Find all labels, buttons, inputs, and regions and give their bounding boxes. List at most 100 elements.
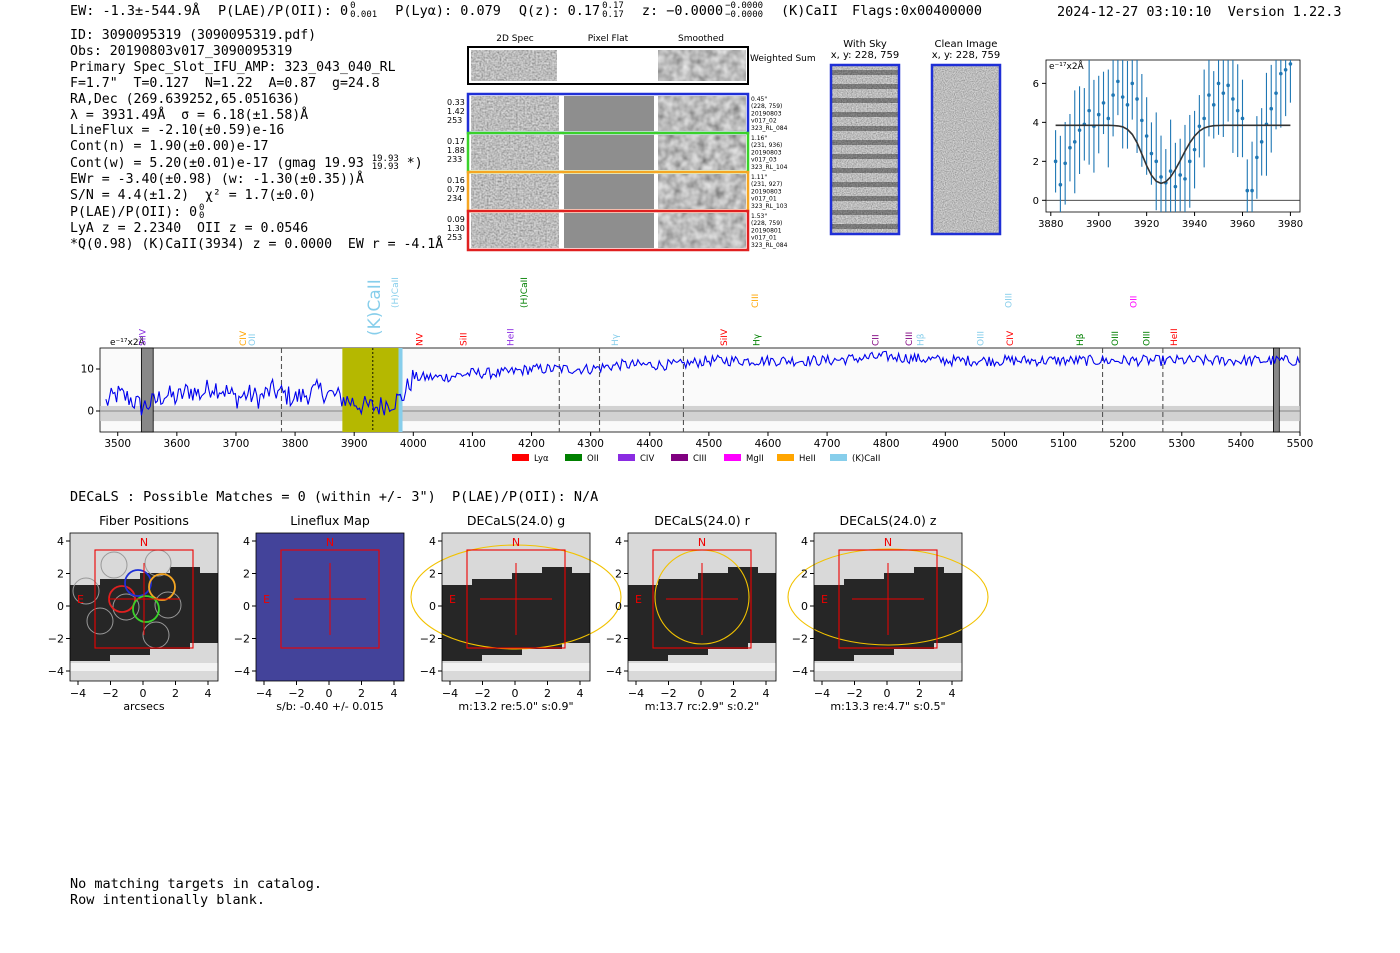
zoom-point [1216,81,1221,86]
decals-xtick-label: 4 [205,687,212,700]
spectrum-xtick-label: 3800 [282,438,309,450]
zoom-xtick-label: 3940 [1182,219,1207,230]
decals-ytick-label: 0 [429,600,436,613]
spectrum-line-label: CIV [239,330,249,346]
decals-panel-caption: m:13.7 rc:2.9" s:0.2" [645,700,760,713]
decals-ytick-label: 4 [615,535,622,548]
zoom-point [1187,159,1192,164]
decals-ytick-label: −2 [420,633,436,646]
decals-xtick-label: −2 [102,687,118,700]
row-smoothed [658,96,746,131]
header-timestamp: 2024-12-27 03:10:10 [1057,4,1212,20]
row-left-label: 0.16 [447,176,465,185]
aperture-box [466,549,566,649]
spectrum-line-label: Hγ [611,333,621,346]
row-left-label: 1.30 [447,224,465,233]
zoom-point [1250,188,1254,193]
east-label: E [635,593,642,606]
row-right-label: 0.45" [751,96,767,103]
zoom-xtick-label: 3880 [1038,219,1063,230]
decals-ytick-label: 2 [429,568,436,581]
spectrum-line-label: NV [415,332,425,346]
decals-panel: Lineflux Map N E 4 2 0 −2 −4 −4 −2 0 2 4 s/b: -0.40 +… [234,513,405,713]
header-z: z: −0.0000 −0.0000 −0.0000 [641,1,764,20]
row-2dspec [471,96,559,131]
zoom-point [1202,116,1206,121]
spectrum-xtick-label: 3600 [163,438,190,450]
spectrum-xtick-label: 4600 [755,438,782,450]
row-left-label: 1.42 [447,107,465,116]
info-lineflux: LineFlux = -2.10(±0.59)e-16 [70,123,285,139]
decals-ytick-label: 2 [801,568,808,581]
zoom-point [1207,93,1211,97]
zoom-point [1120,95,1125,99]
galaxy-edge [814,663,962,671]
zoom-point [1077,128,1082,132]
galaxy-ellipse [410,544,622,650]
decals-xtick-label: −4 [256,687,272,700]
header-stamp: 2024-12-27 03:10:10 Version 1.22.3 [1057,4,1342,20]
zoom-plot: e⁻¹⁷x2Å 3880 3900 3920 3940 3960 3980 0 2 4 6 [1033,59,1303,230]
with-sky-title: With Sky [843,39,887,50]
north-label: N [326,536,334,549]
row-2dspec [471,135,559,170]
row-2dspec [471,174,559,209]
sky-images: With Sky x, y: 228, 759 Clean Image x, y… [829,39,1002,236]
decals-ytick-label: −4 [420,665,436,678]
decals-xtick-label: −4 [814,687,830,700]
decals-summary: DECaLS : Possible Matches = 0 (within +/… [70,489,599,505]
spectrum-line-label: (H)CaII [391,277,401,308]
row-smoothed [658,213,746,248]
row-right-label: v017_01 [751,196,777,203]
spectrum-xtick-label: 4100 [459,438,486,450]
row-right-label: 323_RL_084 [751,242,788,249]
row-pixelflat [564,135,654,170]
row-right-label: 1.53" [751,213,767,220]
header-z-sub: −0.0000 [725,10,764,20]
zoom-point [1245,188,1250,193]
spectrum-xtick-label: 4500 [695,438,722,450]
decals-xtick-label: −2 [474,687,490,700]
decals-ytick-label: −4 [234,665,250,678]
zoom-point [1221,91,1226,95]
decals-panel-title: DECaLS(24.0) r [654,513,750,528]
fiber-circle [154,591,182,619]
info-plae-sub: 0 [199,210,205,221]
header-plae: P(LAE)/P(OII): 0 0 0.001 [218,1,378,20]
decals-ytick-label: 0 [615,600,622,613]
zoom-point [1140,118,1144,123]
legend-label: (K)CaII [852,454,880,464]
row-left-label: 233 [447,155,462,164]
row-smoothed [658,135,746,170]
decals-panel-title: Fiber Positions [99,513,189,528]
spectrum-mask [140,347,154,433]
spectrum-line-label: Hγ [752,333,762,346]
legend-swatch [777,454,794,461]
col-header-2dspec: 2D Spec [496,34,533,44]
spectrum-xtick-label: 5500 [1287,438,1314,450]
panel-frame [813,532,963,682]
decals-xtick-label: 2 [358,687,365,700]
panel-frame [69,532,219,682]
north-label: N [512,536,520,549]
zoom-point [1173,184,1178,189]
catalog-notes: No matching targets in catalog. Row inten… [70,876,322,908]
row-pixelflat [564,96,654,131]
row-left-label: 1.88 [447,146,465,155]
spectrum-xtick-label: 4000 [400,438,427,450]
zoom-point [1178,173,1182,177]
legend-label: OII [587,454,599,464]
decals-panel-caption: m:13.3 re:4.7" s:0.5" [830,700,945,713]
zoom-point [1149,151,1154,156]
info-ewr: EWr = -3.40(±0.98) (w: -1.30(±0.35))Å [70,172,364,188]
legend-label: Lyα [534,454,549,464]
zoom-point [1063,161,1067,166]
spectrum-xtick-label: 4400 [636,438,663,450]
spectrum-line-label: SiIV [720,328,730,346]
legend-swatch [724,454,741,461]
header-line-id: (K)CaII [781,3,838,19]
spectrum-line-label: CIII [751,294,761,308]
weighted-sum-row [467,46,749,85]
